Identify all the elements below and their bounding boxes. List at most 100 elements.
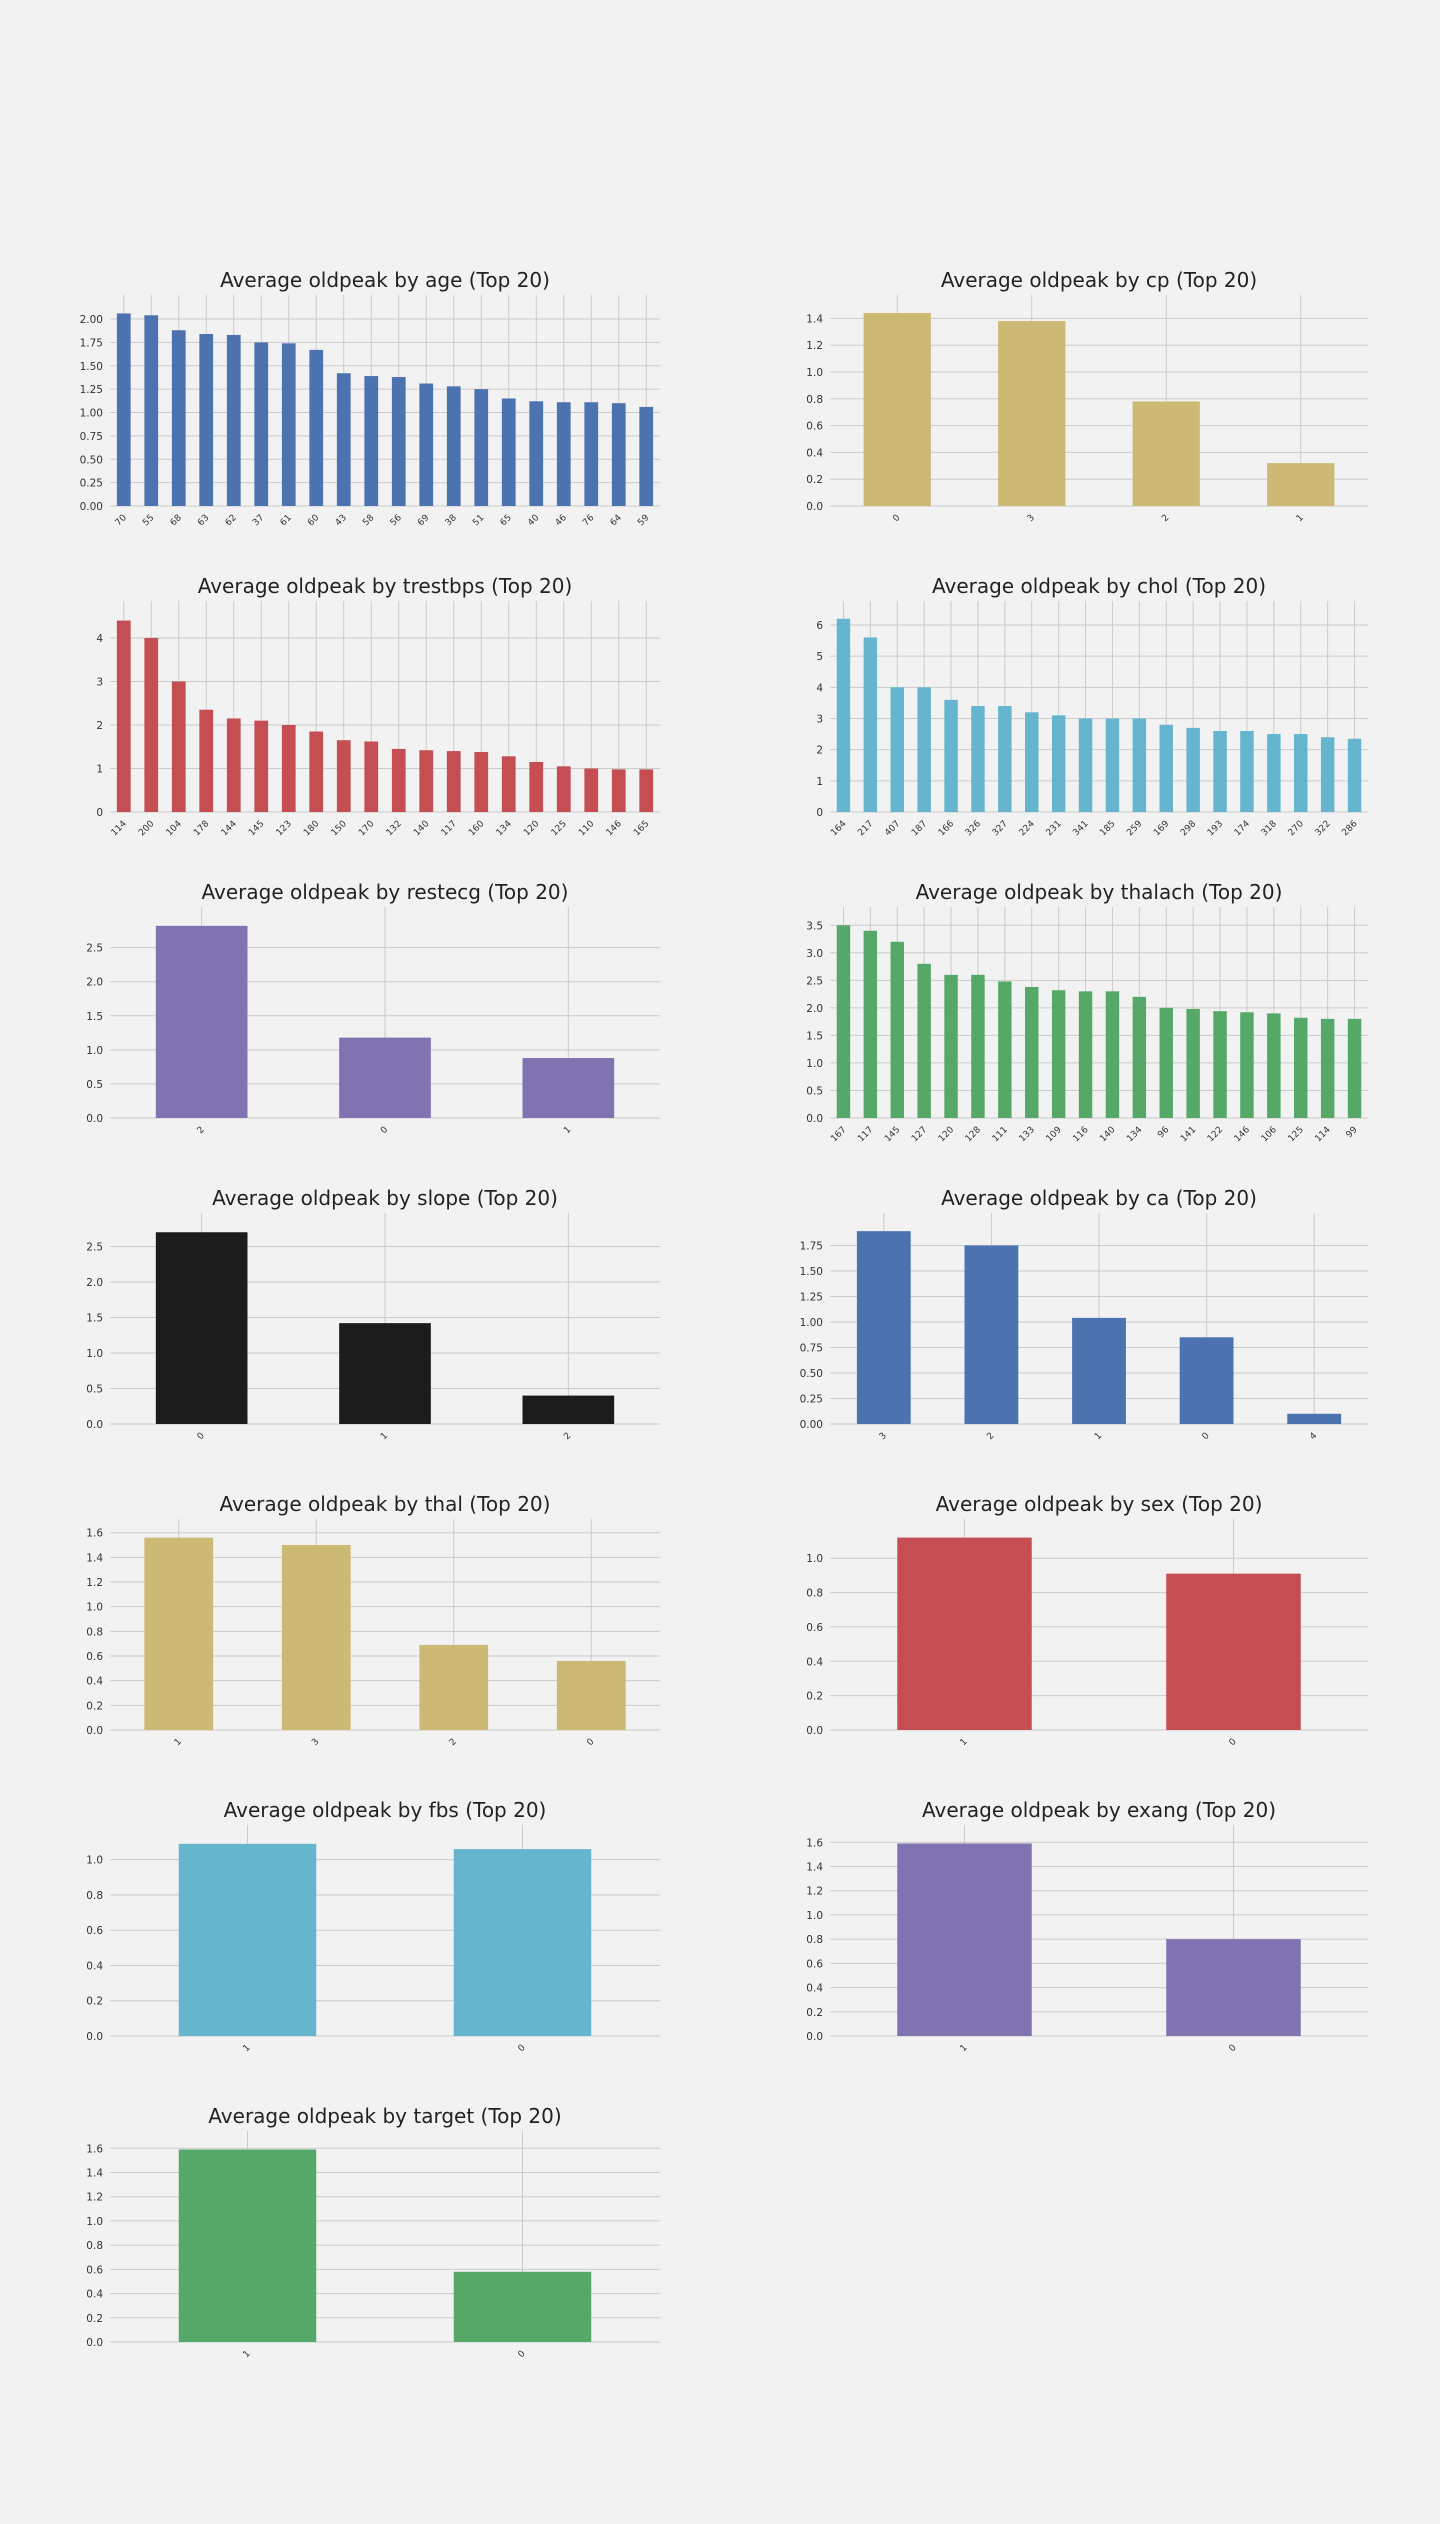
y-tick-label: 0.8: [86, 1626, 103, 1638]
y-tick-label: 0.6: [86, 1925, 103, 1937]
x-tick-label: 193: [1206, 819, 1225, 838]
bar-0: [1166, 1573, 1301, 1730]
y-tick-label: 0: [816, 807, 823, 819]
bar-114: [116, 620, 131, 812]
x-tick-label: 174: [1233, 819, 1252, 838]
x-tick-label: 110: [577, 819, 596, 838]
y-tick-label: 0.0: [806, 2031, 823, 2043]
x-tick-label: 134: [1125, 1125, 1144, 1144]
bar-341: [1078, 718, 1093, 812]
x-tick-label: 0: [1201, 1431, 1212, 1442]
chart-panel-0: Average oldpeak by age (Top 20) 0.00 0.25 0…: [80, 268, 660, 528]
bar-133: [1025, 986, 1039, 1118]
bar-125: [556, 766, 571, 812]
bar-0: [453, 2271, 592, 2342]
bar-122: [1213, 1011, 1227, 1118]
bar-145: [254, 720, 269, 812]
x-tick-label: 180: [302, 819, 321, 838]
y-tick-label: 0.6: [86, 1651, 103, 1663]
bar-62: [226, 334, 241, 506]
y-tick-label: 3.5: [806, 920, 823, 932]
bar-104: [171, 681, 186, 812]
x-tick-label: 120: [937, 1125, 956, 1144]
bar-0: [863, 313, 931, 506]
x-tick-label: 56: [389, 513, 404, 528]
chart-panel-8: Average oldpeak by thal (Top 20) 0.0 0.2 0.…: [86, 1492, 660, 1748]
chart-title: Average oldpeak by fbs (Top 20): [224, 1798, 547, 1822]
bar-106: [1267, 1013, 1281, 1118]
x-tick-label: 0: [1227, 1737, 1238, 1748]
y-tick-label: 0.0: [86, 1113, 103, 1125]
x-tick-label: 187: [910, 819, 929, 838]
x-tick-label: 69: [416, 513, 431, 528]
bar-120: [944, 974, 958, 1118]
x-tick-label: 270: [1287, 819, 1306, 838]
bar-150: [336, 740, 351, 812]
x-tick-label: 3: [878, 1431, 889, 1442]
x-tick-label: 58: [361, 513, 376, 528]
bar-2: [522, 1395, 615, 1424]
bar-51: [474, 389, 489, 506]
y-tick-label: 0.4: [806, 1656, 823, 1668]
x-tick-label: 1: [173, 1737, 184, 1748]
x-tick-label: 111: [991, 1125, 1010, 1144]
bar-140: [419, 750, 434, 812]
x-tick-label: 178: [192, 819, 211, 838]
bar-164: [836, 618, 851, 812]
bar-0: [453, 1849, 592, 2036]
x-tick-label: 1: [958, 2043, 969, 2054]
y-tick-label: 1.6: [806, 1837, 823, 1849]
y-tick-label: 0.25: [800, 1393, 823, 1405]
y-tick-label: 0.50: [80, 454, 103, 466]
bar-70: [116, 313, 131, 506]
bar-193: [1213, 730, 1227, 812]
x-tick-label: 1: [562, 1125, 573, 1136]
chart-panel-5: Average oldpeak by thalach (Top 20) 0.0 0.…: [806, 880, 1368, 1144]
y-tick-label: 2.5: [86, 943, 103, 955]
x-tick-label: 144: [220, 819, 239, 838]
y-tick-label: 2.5: [806, 975, 823, 987]
y-tick-label: 0.25: [80, 478, 103, 490]
chart-panel-9: Average oldpeak by sex (Top 20) 0.0 0.2 0.4…: [806, 1492, 1368, 1748]
chart-panel-1: Average oldpeak by cp (Top 20) 0.0 0.2 0.4 0…: [806, 268, 1368, 524]
bar-160: [474, 751, 489, 812]
y-tick-label: 4: [96, 633, 103, 645]
chart-title: Average oldpeak by trestbps (Top 20): [198, 574, 573, 598]
x-tick-label: 145: [883, 1125, 902, 1144]
bar-58: [364, 376, 379, 506]
bar-144: [226, 718, 241, 812]
bar-322: [1320, 737, 1335, 812]
y-tick-label: 1.0: [86, 1602, 103, 1614]
x-tick-label: 1: [241, 2349, 252, 2360]
chart-panel-12: Average oldpeak by target (Top 20) 0.0 0.2…: [86, 2104, 660, 2360]
y-tick-label: 1: [816, 776, 823, 788]
bar-185: [1105, 718, 1120, 812]
x-tick-label: 114: [1314, 1125, 1333, 1144]
y-tick-label: 0.50: [800, 1368, 823, 1380]
x-tick-label: 1: [1295, 513, 1306, 524]
x-tick-label: 2: [196, 1125, 207, 1136]
y-tick-label: 0.2: [806, 1691, 823, 1703]
chart-title: Average oldpeak by ca (Top 20): [941, 1186, 1257, 1210]
x-tick-label: 37: [251, 513, 266, 528]
y-tick-label: 0.0: [86, 2337, 103, 2349]
y-tick-label: 1.00: [80, 408, 103, 420]
x-tick-label: 40: [526, 513, 541, 528]
y-tick-label: 0.00: [80, 501, 103, 513]
bar-40: [529, 401, 544, 506]
bar-1: [178, 2149, 317, 2342]
x-tick-label: 65: [499, 513, 514, 528]
y-tick-label: 1: [96, 763, 103, 775]
y-tick-label: 0.00: [800, 1419, 823, 1431]
y-tick-label: 2.0: [86, 977, 103, 989]
bar-0: [339, 1037, 431, 1118]
bar-141: [1186, 1008, 1200, 1118]
y-tick-label: 1.2: [86, 1577, 103, 1589]
bar-125: [1294, 1017, 1308, 1118]
bar-96: [1159, 1007, 1173, 1118]
y-tick-label: 1.0: [806, 1553, 823, 1565]
x-tick-label: 231: [1045, 819, 1064, 838]
bar-109: [1051, 990, 1066, 1118]
y-tick-label: 3: [816, 714, 823, 726]
y-tick-label: 0.4: [806, 1983, 823, 1995]
